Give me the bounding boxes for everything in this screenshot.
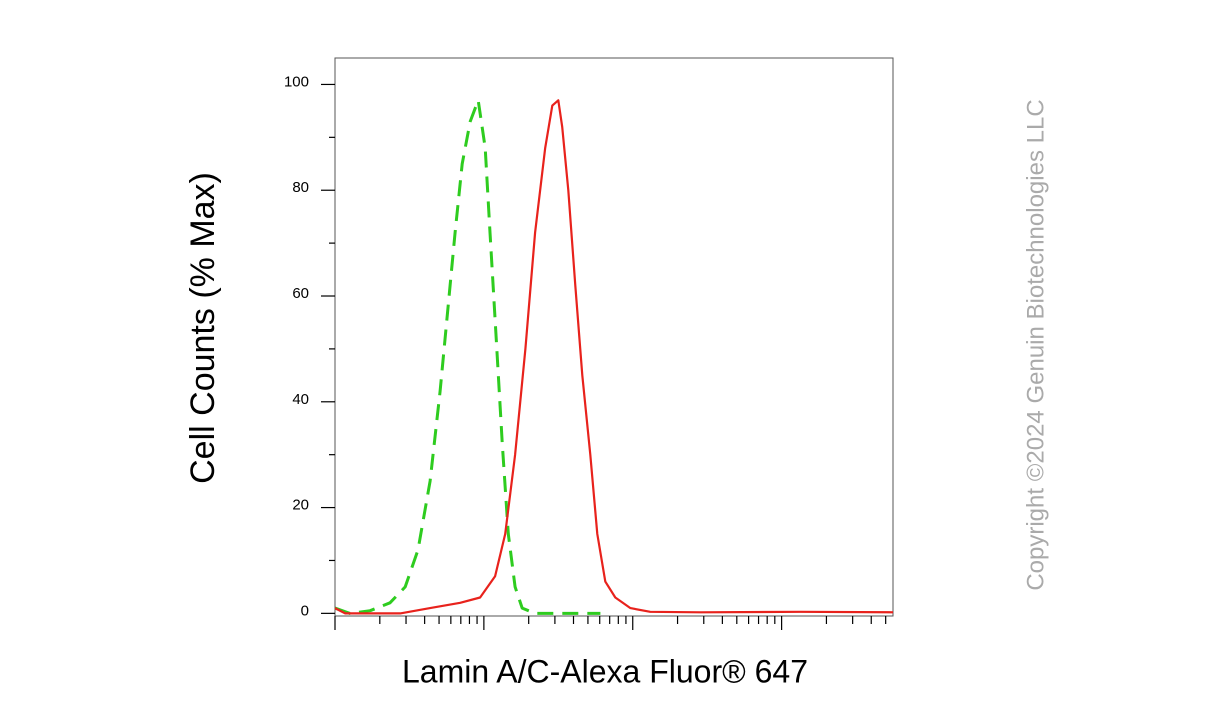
plot-frame <box>334 57 894 617</box>
y-tick-label: 20 <box>292 497 309 514</box>
histogram-line <box>334 99 894 615</box>
y-tick-label: 0 <box>301 602 309 619</box>
copyright: Copyright ©2024 Genuin Biotechnologies L… <box>1022 99 1049 590</box>
y-tick-label: 80 <box>292 179 309 196</box>
x-axis-label: Lamin A/C-Alexa Fluor® 647 <box>402 653 808 689</box>
y-tick-label: 40 <box>292 391 309 408</box>
y-axis-label: Cell Counts (% Max) <box>184 172 222 484</box>
y-tick-label: 100 <box>284 73 309 90</box>
y-tick-label: 60 <box>292 285 309 302</box>
histogram-line <box>334 98 601 615</box>
